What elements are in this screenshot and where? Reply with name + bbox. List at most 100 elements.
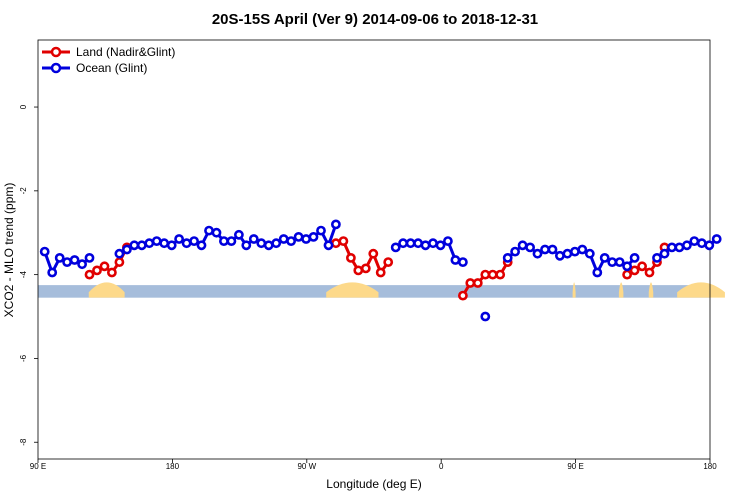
data-point (457, 290, 468, 301)
land-mask-patch (677, 282, 725, 298)
data-point (659, 248, 670, 259)
data-point (271, 238, 282, 249)
x-tick-label: 90 W (297, 462, 316, 471)
data-point (614, 257, 625, 267)
data-point (248, 234, 259, 244)
legend: Land (Nadir&Glint) Ocean (Glint) (42, 45, 175, 75)
y-tick-label: -6 (19, 354, 28, 362)
data-point (84, 269, 95, 280)
data-point (502, 252, 513, 263)
y-tick-label: 0 (19, 104, 28, 109)
data-point (442, 236, 453, 246)
data-point (211, 227, 222, 238)
y-tick-label: -2 (19, 187, 28, 195)
legend-land-swatch-marker (50, 46, 62, 58)
data-point (107, 267, 117, 278)
y-tick-label: -4 (19, 271, 28, 279)
x-tick-label: 180 (166, 462, 180, 471)
data-point (472, 278, 483, 288)
data-point (383, 257, 394, 267)
data-point (226, 236, 237, 246)
data-point (517, 240, 528, 251)
data-point (218, 236, 229, 246)
data-point (263, 240, 274, 251)
data-point (204, 225, 214, 236)
data-point (189, 236, 199, 246)
land-mask-band (38, 282, 725, 298)
data-point (547, 244, 558, 255)
data-point (711, 234, 722, 244)
data-point (323, 240, 334, 251)
data-point (584, 248, 595, 259)
data-point (286, 236, 296, 246)
data-point (293, 231, 304, 242)
data-point (457, 257, 468, 267)
legend-land-label: Land (Nadir&Glint) (76, 45, 175, 59)
land-mask-patch (326, 282, 379, 298)
data-point (652, 252, 662, 263)
data-point (375, 267, 386, 278)
land-mask-patch (618, 282, 624, 298)
data-point (114, 248, 125, 259)
data-point (368, 248, 379, 259)
y-tick-label: -8 (19, 438, 28, 446)
data-point (316, 225, 326, 236)
data-point (487, 269, 498, 280)
data-point (555, 250, 565, 261)
data-point (420, 240, 431, 251)
data-point (159, 238, 170, 249)
data-point (540, 244, 550, 255)
data-point (465, 278, 476, 288)
x-axis: 90 E 180 90 W 0 90 E 180 (30, 459, 717, 471)
legend-ocean-label: Ocean (Glint) (76, 61, 147, 75)
data-point (129, 240, 140, 251)
data-point (480, 311, 491, 322)
data-point (181, 238, 192, 249)
data-point (233, 229, 244, 240)
data-point (525, 242, 535, 253)
data-point (644, 267, 655, 278)
y-axis-label: XCO2 - MLO trend (ppm) (2, 183, 16, 318)
data-point (637, 261, 647, 272)
data-point (77, 259, 87, 270)
data-point (599, 252, 610, 263)
data-point (495, 269, 506, 280)
data-point (308, 231, 319, 242)
data-point (622, 269, 632, 280)
data-point (196, 240, 207, 251)
data-point (151, 236, 162, 246)
x-tick-label: 90 E (30, 462, 46, 471)
data-point (696, 238, 707, 249)
data-point (39, 246, 50, 257)
y-axis: 0 -2 -4 -6 -8 (19, 104, 38, 446)
data-point (689, 236, 700, 246)
chart-title: 20S-15S April (Ver 9) 2014-09-06 to 2018… (212, 11, 538, 28)
legend-ocean-swatch-marker (50, 62, 62, 74)
data-point (510, 246, 520, 257)
data-point (345, 252, 356, 263)
data-point (607, 257, 618, 267)
data-point (704, 240, 715, 251)
data-point (390, 242, 401, 253)
data-point (667, 242, 677, 253)
x-tick-label: 180 (703, 462, 717, 471)
data-point (166, 240, 177, 251)
data-point (353, 265, 364, 276)
x-tick-label: 0 (439, 462, 444, 471)
data-point (69, 255, 80, 265)
data-point (241, 240, 252, 251)
data-point (114, 257, 125, 267)
data-point (450, 255, 461, 265)
ocean-series (39, 219, 722, 322)
data-point (532, 248, 543, 259)
data-point (562, 248, 573, 259)
data-point (629, 252, 640, 263)
data-point (360, 263, 371, 274)
land-mask-patch (88, 282, 125, 298)
data-point (62, 257, 72, 267)
data-point (330, 219, 341, 230)
data-point (54, 252, 65, 263)
data-point (622, 261, 632, 272)
data-point (84, 252, 95, 263)
